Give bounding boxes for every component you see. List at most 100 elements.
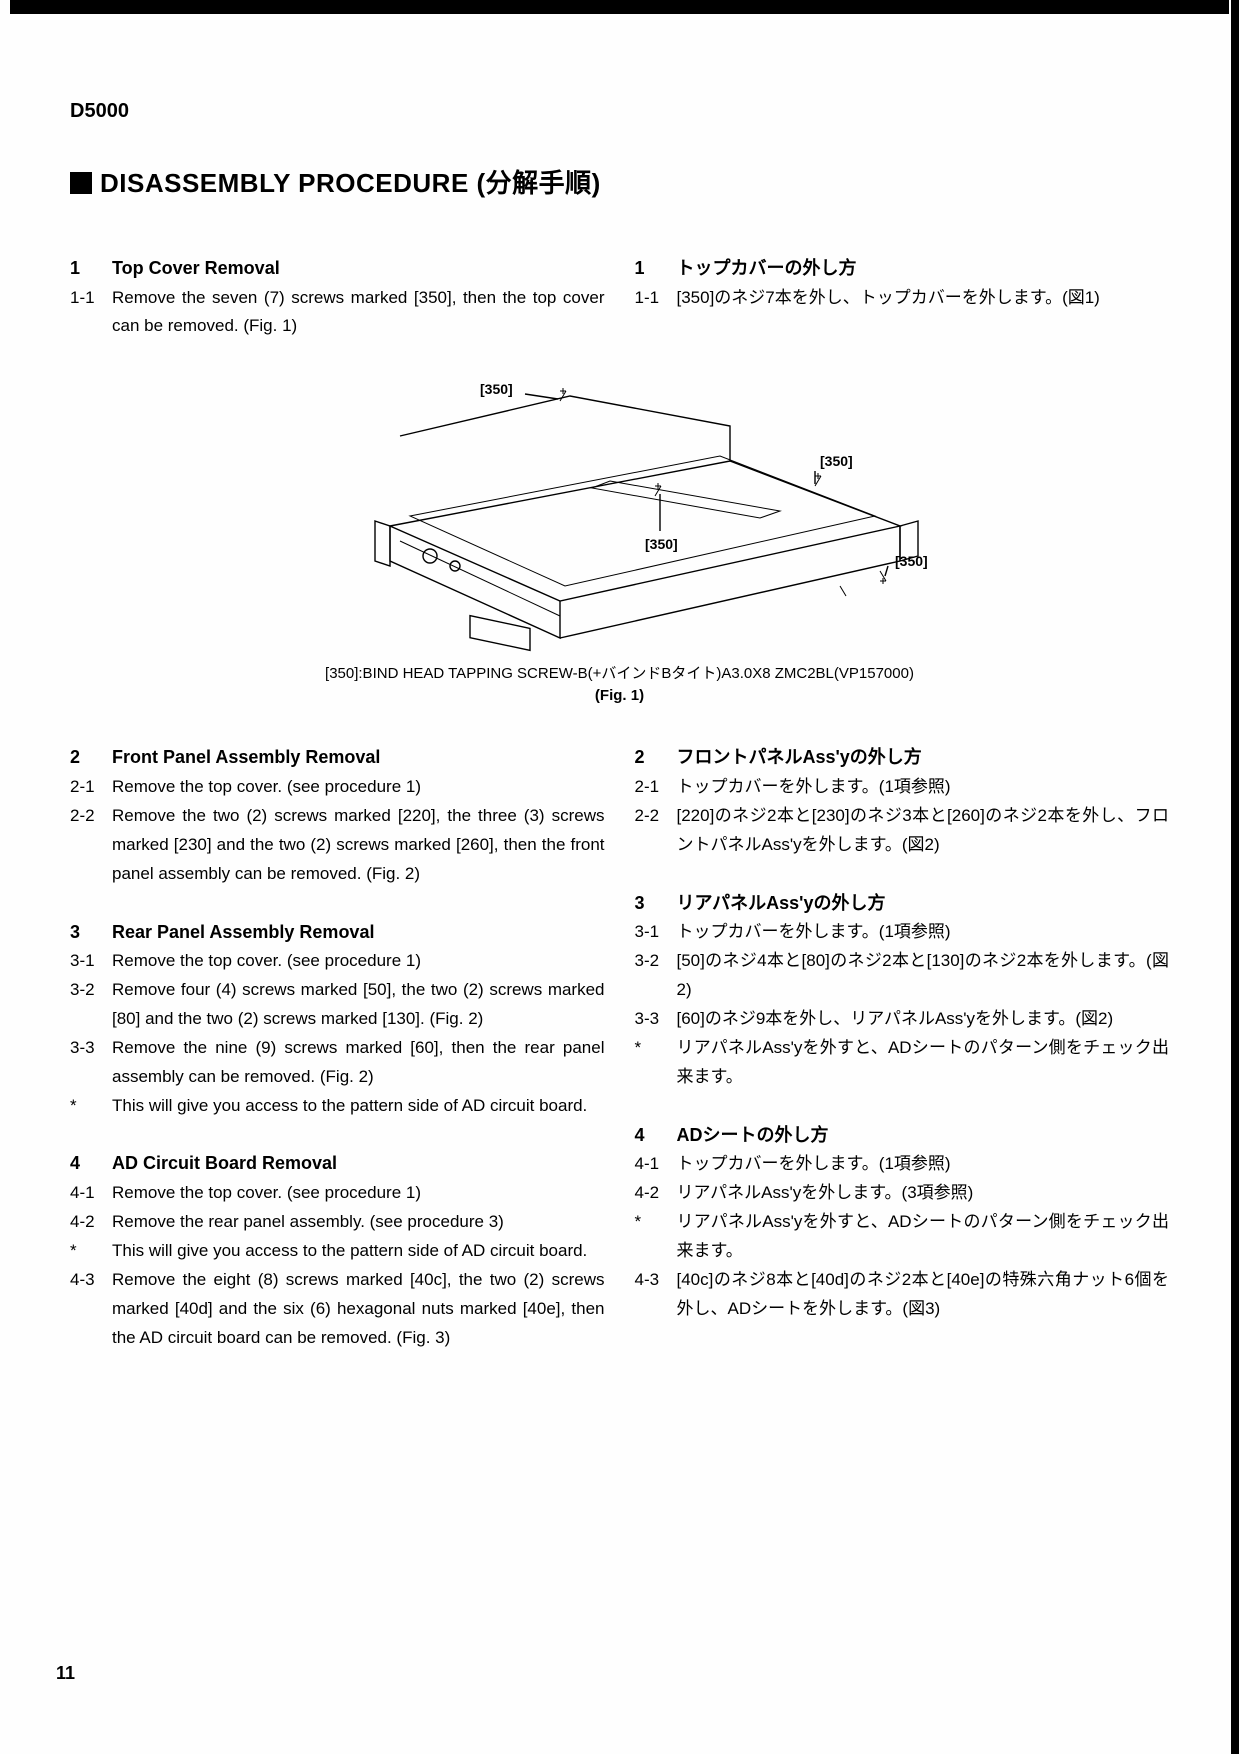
fig-label-350: [350] [480, 381, 513, 397]
page-number: 11 [56, 1663, 75, 1684]
step-text: Remove the two (2) screws marked [220], … [112, 802, 605, 889]
step: 4-2リアパネルAss'yを外します。(3項参照) [635, 1179, 1170, 1208]
step: 1-1 Remove the seven (7) screws marked [… [70, 284, 605, 342]
section-num: 4 [635, 1120, 677, 1151]
model-label: D5000 [70, 100, 1169, 123]
section-title: Top Cover Removal [112, 253, 280, 284]
step-text: This will give you access to the pattern… [112, 1092, 605, 1121]
step: 4-2Remove the rear panel assembly. (see … [70, 1208, 605, 1237]
step: 4-3[40c]のネジ8本と[40d]のネジ2本と[40e]の特殊六角ナット6個… [635, 1266, 1170, 1324]
step-num: 1-1 [70, 284, 112, 342]
step: *リアパネルAss'yを外すと、ADシートのパターン側をチェック出来ます。 [635, 1034, 1170, 1092]
fig-label-350: [350] [820, 453, 853, 469]
step-text: [40c]のネジ8本と[40d]のネジ2本と[40e]の特殊六角ナット6個を外し… [677, 1266, 1170, 1324]
step: 4-1Remove the top cover. (see procedure … [70, 1179, 605, 1208]
step: 4-3Remove the eight (8) screws marked [4… [70, 1266, 605, 1353]
section-head-3-jp: 3 リアパネルAss'yの外し方 [635, 888, 1170, 919]
page: D5000 DISASSEMBLY PROCEDURE (分解手順) 1 Top… [0, 0, 1239, 1754]
step: 4-1トップカバーを外します。(1項参照) [635, 1150, 1170, 1179]
step-num: 4-1 [70, 1179, 112, 1208]
section-title: AD Circuit Board Removal [112, 1148, 337, 1179]
step: 3-2Remove four (4) screws marked [50], t… [70, 976, 605, 1034]
figure-1: [350] [350] [350] [350] [350]:BIND HEAD … [70, 366, 1169, 704]
step: 3-3[60]のネジ9本を外し、リアパネルAss'yを外します。(図2) [635, 1005, 1170, 1034]
section-title: トップカバーの外し方 [677, 253, 857, 284]
section-num: 2 [70, 742, 112, 773]
main-title: DISASSEMBLY PROCEDURE (分解手順) [70, 163, 1169, 200]
col-left-2: 2 Front Panel Assembly Removal 2-1Remove… [70, 734, 605, 1352]
step-num: 1-1 [635, 284, 677, 313]
step-text: Remove the nine (9) screws marked [60], … [112, 1034, 605, 1092]
step-num: * [635, 1208, 677, 1266]
section-head-3-en: 3 Rear Panel Assembly Removal [70, 917, 605, 948]
step-text: トップカバーを外します。(1項参照) [677, 773, 1170, 802]
step-text: リアパネルAss'yを外すと、ADシートのパターン側をチェック出来ます。 [677, 1208, 1170, 1266]
step: 2-2[220]のネジ2本と[230]のネジ3本と[260]のネジ2本を外し、フ… [635, 802, 1170, 860]
step-text: Remove the seven (7) screws marked [350]… [112, 284, 605, 342]
section-num: 2 [635, 742, 677, 773]
step: 3-2[50]のネジ4本と[80]のネジ2本と[130]のネジ2本を外します。(… [635, 947, 1170, 1005]
step: 3-1トップカバーを外します。(1項参照) [635, 918, 1170, 947]
step: 2-1トップカバーを外します。(1項参照) [635, 773, 1170, 802]
step: 2-1Remove the top cover. (see procedure … [70, 773, 605, 802]
figure-label: (Fig. 1) [70, 687, 1169, 704]
col-left-1: 1 Top Cover Removal 1-1 Remove the seven… [70, 245, 605, 341]
section-num: 1 [70, 253, 112, 284]
step-text: Remove the top cover. (see procedure 1) [112, 947, 605, 976]
step-num: 3-2 [70, 976, 112, 1034]
section-title: ADシートの外し方 [677, 1120, 829, 1151]
section-title: フロントパネルAss'yの外し方 [677, 742, 922, 773]
figure-caption: [350]:BIND HEAD TAPPING SCREW-B(+バインドBタイ… [70, 662, 1169, 683]
step-num: 2-2 [70, 802, 112, 889]
device-diagram: [350] [350] [350] [350] [260, 366, 980, 656]
step: 1-1 [350]のネジ7本を外し、トップカバーを外します。(図1) [635, 284, 1170, 313]
step: 3-1Remove the top cover. (see procedure … [70, 947, 605, 976]
step-num: 4-3 [635, 1266, 677, 1324]
step-text: トップカバーを外します。(1項参照) [677, 1150, 1170, 1179]
section-head-4-jp: 4 ADシートの外し方 [635, 1120, 1170, 1151]
step-num: * [70, 1237, 112, 1266]
main-title-text: DISASSEMBLY PROCEDURE (分解手順) [100, 168, 601, 198]
section-title: Rear Panel Assembly Removal [112, 917, 374, 948]
step-text: Remove four (4) screws marked [50], the … [112, 976, 605, 1034]
step-text: [60]のネジ9本を外し、リアパネルAss'yを外します。(図2) [677, 1005, 1170, 1034]
border-right [1231, 0, 1239, 1754]
section-head-4-en: 4 AD Circuit Board Removal [70, 1148, 605, 1179]
section-head-2-jp: 2 フロントパネルAss'yの外し方 [635, 742, 1170, 773]
columns-bottom: 2 Front Panel Assembly Removal 2-1Remove… [70, 734, 1169, 1352]
step-text: Remove the eight (8) screws marked [40c]… [112, 1266, 605, 1353]
section-num: 4 [70, 1148, 112, 1179]
step-num: 4-2 [70, 1208, 112, 1237]
step-num: 3-3 [70, 1034, 112, 1092]
section-num: 3 [70, 917, 112, 948]
step-num: 4-3 [70, 1266, 112, 1353]
step-text: [350]のネジ7本を外し、トップカバーを外します。(図1) [677, 284, 1170, 313]
step-num: * [635, 1034, 677, 1092]
fig-label-350: [350] [895, 553, 928, 569]
step: *This will give you access to the patter… [70, 1092, 605, 1121]
step-num: 3-3 [635, 1005, 677, 1034]
step-num: 3-2 [635, 947, 677, 1005]
section-num: 3 [635, 888, 677, 919]
step-text: トップカバーを外します。(1項参照) [677, 918, 1170, 947]
col-right-2: 2 フロントパネルAss'yの外し方 2-1トップカバーを外します。(1項参照)… [635, 734, 1170, 1352]
col-right-1: 1 トップカバーの外し方 1-1 [350]のネジ7本を外し、トップカバーを外し… [635, 245, 1170, 341]
step-text: リアパネルAss'yを外すと、ADシートのパターン側をチェック出来ます。 [677, 1034, 1170, 1092]
step: *This will give you access to the patter… [70, 1237, 605, 1266]
step-num: 2-1 [635, 773, 677, 802]
step-num: 4-2 [635, 1179, 677, 1208]
step-num: 3-1 [635, 918, 677, 947]
step-num: 2-1 [70, 773, 112, 802]
section-title: Front Panel Assembly Removal [112, 742, 380, 773]
step: 3-3Remove the nine (9) screws marked [60… [70, 1034, 605, 1092]
step-num: 4-1 [635, 1150, 677, 1179]
step-text: Remove the top cover. (see procedure 1) [112, 1179, 605, 1208]
step-num: * [70, 1092, 112, 1121]
step-text: This will give you access to the pattern… [112, 1237, 605, 1266]
section-title: リアパネルAss'yの外し方 [677, 888, 886, 919]
step-text: Remove the rear panel assembly. (see pro… [112, 1208, 605, 1237]
section-head-2-en: 2 Front Panel Assembly Removal [70, 742, 605, 773]
step-num: 2-2 [635, 802, 677, 860]
section-head-1-jp: 1 トップカバーの外し方 [635, 253, 1170, 284]
step: 2-2Remove the two (2) screws marked [220… [70, 802, 605, 889]
